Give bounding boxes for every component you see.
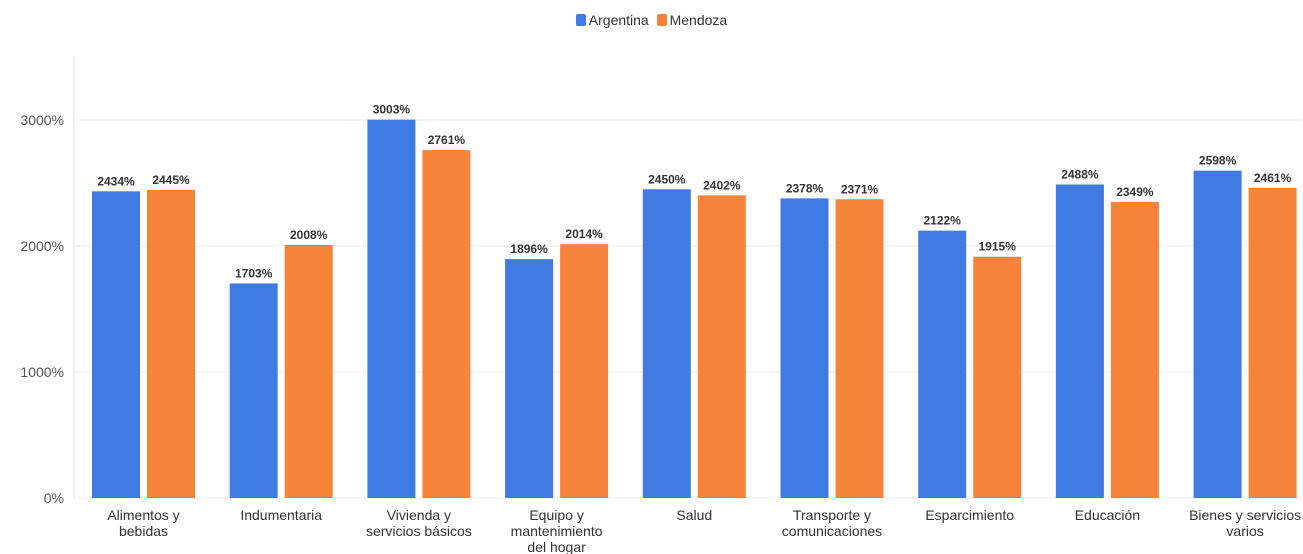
x-tick-label: Bienes y servicios varios: [1189, 507, 1301, 539]
bar-mendoza[interactable]: [284, 244, 333, 498]
data-label: 1703%: [235, 266, 273, 280]
legend-swatch-argentina: [575, 14, 586, 26]
data-label: 2349%: [1116, 185, 1154, 199]
bar-argentina[interactable]: [367, 119, 416, 498]
bar-argentina[interactable]: [92, 191, 140, 499]
x-tick-label: Indumentaria: [240, 507, 322, 523]
data-label: 2434%: [97, 174, 135, 188]
bar-mendoza[interactable]: [1110, 202, 1159, 498]
bar-mendoza[interactable]: [973, 256, 1022, 498]
bar-mendoza[interactable]: [697, 195, 746, 498]
x-tick-label: Alimentos y bebidas: [107, 507, 179, 539]
x-tick-label: Transporte y comunicaciones: [782, 507, 882, 539]
data-label: 2122%: [924, 214, 962, 228]
legend-label-mendoza: Mendoza: [669, 12, 728, 28]
y-tick-label: 1000%: [20, 364, 64, 380]
bar-argentina[interactable]: [918, 230, 967, 499]
x-tick-label: Educación: [1075, 507, 1140, 523]
bar-mendoza[interactable]: [835, 199, 884, 498]
data-label: 2461%: [1254, 171, 1292, 185]
bar-mendoza[interactable]: [1248, 187, 1297, 498]
y-tick-label: 3000%: [20, 112, 64, 128]
bar-mendoza[interactable]: [422, 150, 471, 498]
data-label: 2761%: [428, 133, 466, 147]
data-label: 2008%: [290, 228, 328, 242]
data-label: 3003%: [373, 103, 411, 117]
data-label: 2371%: [841, 182, 879, 196]
bar-argentina[interactable]: [229, 283, 278, 498]
data-label: 2014%: [565, 227, 603, 241]
data-label: 2378%: [786, 181, 824, 195]
bar-argentina[interactable]: [780, 198, 829, 498]
legend: Argentina Mendoza: [0, 12, 1303, 28]
legend-swatch-mendoza: [656, 14, 667, 26]
x-tick-label: Esparcimiento: [925, 507, 1014, 523]
x-tick-label: Equipo y mantenimiento del hogar: [511, 507, 603, 554]
data-label: 2402%: [703, 178, 741, 192]
bar-mendoza[interactable]: [147, 189, 195, 498]
data-label: 2488%: [1061, 168, 1099, 182]
legend-item-mendoza[interactable]: Mendoza: [656, 12, 728, 28]
legend-item-argentina[interactable]: Argentina: [575, 12, 649, 28]
bar-argentina[interactable]: [1193, 170, 1242, 499]
data-label: 1896%: [510, 242, 548, 256]
bar-argentina[interactable]: [1055, 184, 1104, 498]
x-tick-label: Vivienda y servicios básicos: [366, 507, 472, 539]
bar-argentina[interactable]: [642, 189, 691, 499]
legend-label-argentina: Argentina: [588, 12, 649, 28]
y-tick-label: 0%: [44, 490, 64, 506]
x-tick-label: Salud: [676, 507, 712, 523]
bar-argentina[interactable]: [505, 259, 554, 498]
data-label: 2450%: [648, 172, 686, 186]
data-label: 2445%: [152, 173, 190, 187]
data-label: 2598%: [1199, 154, 1237, 168]
bar-mendoza[interactable]: [560, 244, 609, 498]
y-tick-label: 2000%: [20, 238, 64, 254]
data-label: 1915%: [979, 240, 1017, 254]
